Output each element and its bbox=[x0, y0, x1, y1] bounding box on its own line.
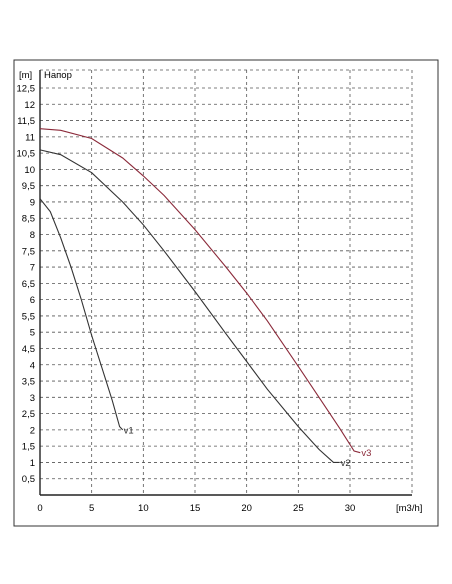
grid-lines bbox=[40, 69, 413, 495]
x-tick-labels: 0 5 10 15 20 25 30 bbox=[37, 503, 355, 514]
x-tick-label: 25 bbox=[293, 503, 304, 514]
y-tick-label: 7,5 bbox=[22, 246, 35, 257]
series-label-v1: v1 bbox=[124, 425, 134, 436]
chart-title: Напор bbox=[44, 70, 72, 81]
y-tick-label: 12,5 bbox=[17, 84, 36, 95]
y-tick-label: 12 bbox=[24, 100, 35, 111]
x-tick-label: 5 bbox=[89, 503, 94, 514]
y-tick-label: 11,5 bbox=[17, 116, 35, 127]
series-line-v2 bbox=[39, 149, 340, 463]
chart-frame bbox=[13, 59, 439, 527]
y-tick-label: 11 bbox=[25, 132, 35, 143]
x-tick-label: 20 bbox=[241, 503, 252, 514]
x-axis-label: [m3/h] bbox=[396, 503, 422, 514]
x-tick-label: 15 bbox=[190, 503, 201, 514]
y-tick-label: 4,5 bbox=[22, 344, 35, 355]
y-tick-label: 2 bbox=[30, 425, 35, 436]
y-tick-labels: 0,511,522,533,544,555,566,577,588,599,51… bbox=[17, 84, 36, 486]
y-tick-label: 10 bbox=[24, 165, 35, 176]
y-tick-label: 5,5 bbox=[22, 311, 35, 322]
y-tick-label: 5 bbox=[30, 328, 35, 339]
x-tick-label: 30 bbox=[345, 503, 356, 514]
y-tick-label: 8,5 bbox=[22, 214, 35, 225]
y-tick-label: 9,5 bbox=[22, 181, 35, 192]
y-tick-label: 10,5 bbox=[17, 149, 36, 160]
y-tick-label: 2,5 bbox=[22, 409, 35, 420]
y-tick-label: 3 bbox=[30, 393, 35, 404]
y-tick-label: 6 bbox=[30, 295, 35, 306]
y-tick-label: 9 bbox=[30, 197, 35, 208]
series-lines: v1 v2 v3 bbox=[39, 128, 371, 469]
y-tick-label: 7 bbox=[30, 263, 35, 274]
y-tick-label: 0,5 bbox=[22, 474, 35, 485]
y-tick-label: 1 bbox=[30, 458, 35, 469]
y-tick-label: 1,5 bbox=[22, 442, 35, 453]
y-tick-label: 6,5 bbox=[22, 279, 35, 290]
series-label-v3: v3 bbox=[361, 448, 371, 459]
axes bbox=[39, 70, 412, 496]
y-tick-label: 3,5 bbox=[22, 377, 35, 388]
y-axis-label: [m] bbox=[19, 70, 32, 81]
x-tick-label: 0 bbox=[37, 503, 42, 514]
series-label-v2: v2 bbox=[341, 458, 351, 469]
x-tick-label: 10 bbox=[138, 503, 149, 514]
series-line-v3 bbox=[39, 128, 361, 454]
series-line-v1 bbox=[39, 198, 124, 431]
y-tick-label: 4 bbox=[30, 360, 35, 371]
y-tick-label: 8 bbox=[30, 230, 35, 241]
